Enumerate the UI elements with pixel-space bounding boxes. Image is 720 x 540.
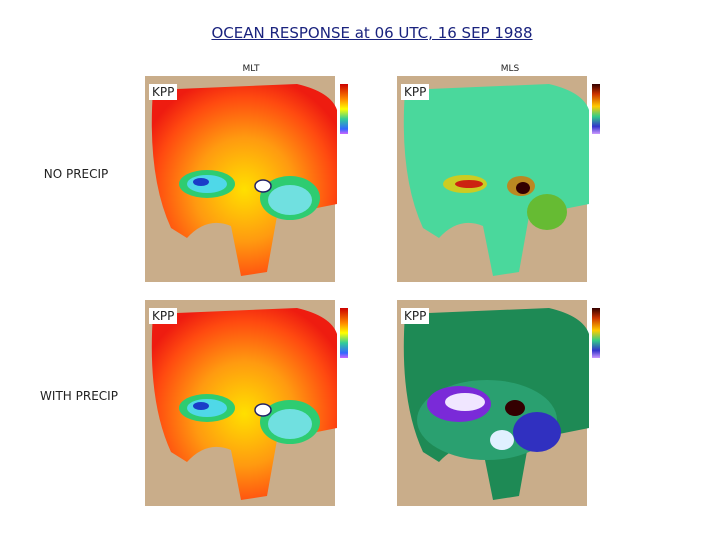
panel-label: KPP (149, 308, 178, 324)
map (145, 300, 348, 506)
slide-title: OCEAN RESPONSE at 06 UTC, 16 SEP 1988 (211, 24, 533, 42)
panel-label: KPP (401, 308, 430, 324)
map (397, 300, 600, 506)
map (145, 76, 348, 282)
panel-label: KPP (401, 84, 430, 100)
column-label: MLS (500, 64, 520, 74)
panel-label: KPP (149, 84, 178, 100)
map-panel: KPP (145, 300, 357, 516)
map (397, 76, 600, 282)
map-panel: KPP (397, 76, 609, 292)
row-label: WITH PRECIP (40, 389, 118, 403)
map-panel: KPP (145, 76, 357, 292)
column-label: MLT (242, 64, 260, 74)
map-panel: KPP (397, 300, 609, 516)
row-label: NO PRECIP (43, 167, 109, 181)
